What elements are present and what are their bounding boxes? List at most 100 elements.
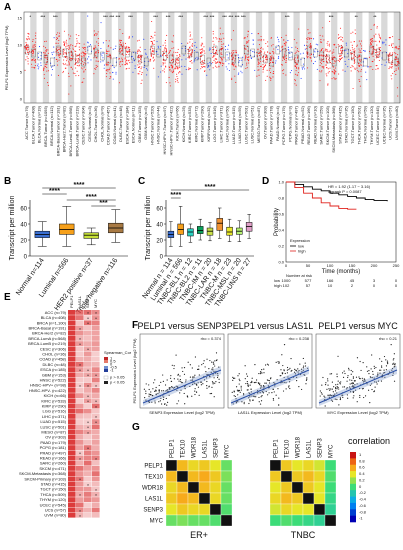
panel-g-legend-tick: -0.6 bbox=[359, 503, 367, 508]
panel-a-point bbox=[372, 55, 374, 57]
panel-a-point bbox=[47, 70, 49, 72]
box bbox=[177, 223, 184, 235]
panel-a-point bbox=[273, 48, 275, 50]
panel-f-point bbox=[177, 378, 179, 380]
panel-a-box bbox=[50, 57, 55, 67]
panel-a-point bbox=[358, 65, 360, 68]
panel-a-point bbox=[101, 55, 103, 57]
panel-e-sig-mark: × bbox=[95, 399, 98, 404]
panel-a-point bbox=[172, 53, 174, 55]
panel-a-point bbox=[87, 62, 89, 64]
panel-a-category: LGG.Tumor (n=516) bbox=[212, 105, 217, 142]
panel-a-point bbox=[62, 72, 64, 74]
panel-e-cell bbox=[92, 492, 100, 497]
panel-a-point bbox=[38, 66, 40, 68]
panel-a-point bbox=[107, 64, 109, 66]
panel-a-point bbox=[68, 45, 70, 47]
panel-a-point bbox=[326, 55, 328, 57]
panel-a-point bbox=[200, 63, 202, 65]
panel-f-point bbox=[265, 382, 267, 384]
panel-a-point bbox=[164, 47, 166, 49]
panel-a-category: LIHC.Tumor (n=371) bbox=[218, 105, 223, 142]
panel-a-point bbox=[107, 45, 110, 47]
panel-a-point bbox=[212, 62, 214, 64]
panel-a-point bbox=[366, 58, 368, 60]
panel-a-point bbox=[357, 69, 359, 71]
panel-a-point bbox=[71, 53, 73, 55]
panel-a-point bbox=[262, 64, 264, 66]
panel-a-box bbox=[25, 45, 30, 55]
panel-f-point bbox=[145, 390, 147, 392]
panel-a-point bbox=[216, 53, 219, 55]
panel-f-point bbox=[213, 363, 215, 365]
panel-d-xtick: 50 bbox=[306, 263, 311, 268]
panel-a-category: LIHC.Normal (n=50) bbox=[225, 105, 230, 142]
panel-a-category: PCPG.Tumor (n=179) bbox=[281, 105, 286, 145]
panel-f-point bbox=[160, 397, 162, 400]
panel-e-cell bbox=[92, 481, 100, 487]
panel-a-point bbox=[234, 75, 236, 77]
panel-f-point bbox=[148, 395, 150, 397]
panel-a-point bbox=[232, 57, 234, 59]
panel-a-point bbox=[138, 56, 140, 58]
panel-a-point bbox=[304, 68, 306, 70]
panel-a-point bbox=[125, 60, 127, 62]
panel-a-category: THYM.Tumor (n=120) bbox=[369, 105, 374, 145]
panel-a-point bbox=[33, 46, 35, 48]
panel-f-point bbox=[238, 383, 240, 385]
panel-a-point bbox=[391, 43, 393, 45]
ytick-label: 60 bbox=[156, 206, 163, 212]
panel-e-row: HNSC (n=522) bbox=[40, 378, 67, 383]
panel-e-cell bbox=[68, 507, 76, 513]
panel-a-point bbox=[68, 93, 70, 95]
panel-f-point bbox=[305, 379, 308, 381]
panel-f-point bbox=[213, 370, 215, 373]
panel-a-point bbox=[28, 33, 30, 35]
panel-f-point bbox=[181, 367, 183, 369]
panel-a-point bbox=[285, 34, 287, 36]
panel-a-point bbox=[331, 71, 333, 73]
panel-e-sig-mark: × bbox=[79, 341, 82, 346]
panel-a-point bbox=[260, 51, 263, 53]
panel-e-cell bbox=[84, 486, 92, 492]
panel-a-point bbox=[106, 69, 108, 71]
panel-a-point bbox=[273, 58, 275, 60]
panel-a-point bbox=[44, 63, 46, 66]
panel-a-point bbox=[340, 39, 342, 41]
panel-a-point bbox=[333, 49, 335, 51]
panel-f-point bbox=[164, 403, 166, 405]
panel-a-point bbox=[320, 41, 322, 43]
panel-a-point bbox=[70, 44, 72, 46]
panel-a-point bbox=[70, 66, 72, 68]
panel-a-point bbox=[172, 67, 174, 69]
sig-label: **** bbox=[74, 182, 85, 189]
panel-a-band bbox=[381, 12, 388, 103]
panel-f-point bbox=[237, 394, 239, 396]
panel-a-point bbox=[168, 69, 171, 71]
panel-f-point bbox=[194, 388, 196, 390]
panel-f-point bbox=[152, 394, 154, 397]
panel-f-point bbox=[203, 379, 206, 381]
panel-e-cell bbox=[76, 382, 84, 388]
panel-a-point bbox=[364, 58, 366, 60]
panel-a-point bbox=[395, 56, 397, 58]
panel-a-point bbox=[293, 39, 295, 41]
panel-f-point bbox=[260, 400, 263, 402]
panel-e-sig-mark: × bbox=[87, 393, 90, 398]
panel-f-point bbox=[206, 380, 208, 383]
panel-e-cell bbox=[68, 450, 76, 456]
panel-a-point bbox=[272, 44, 274, 46]
panel-a-point bbox=[358, 51, 360, 53]
panel-a-point bbox=[45, 40, 47, 42]
panel-e-sig-mark: × bbox=[87, 445, 90, 450]
panel-e-sig-mark: × bbox=[87, 315, 90, 320]
ytick-label: 40 bbox=[156, 222, 163, 228]
panel-e-cell bbox=[92, 372, 100, 378]
panel-g-cell-tnbc bbox=[313, 481, 326, 494]
panel-f-point bbox=[248, 392, 250, 394]
panel-e-cell bbox=[68, 471, 76, 476]
panel-a-point bbox=[397, 54, 399, 56]
sig-label: *** bbox=[99, 200, 107, 207]
panel-a-box bbox=[344, 48, 349, 58]
panel-e-cell bbox=[92, 466, 100, 471]
